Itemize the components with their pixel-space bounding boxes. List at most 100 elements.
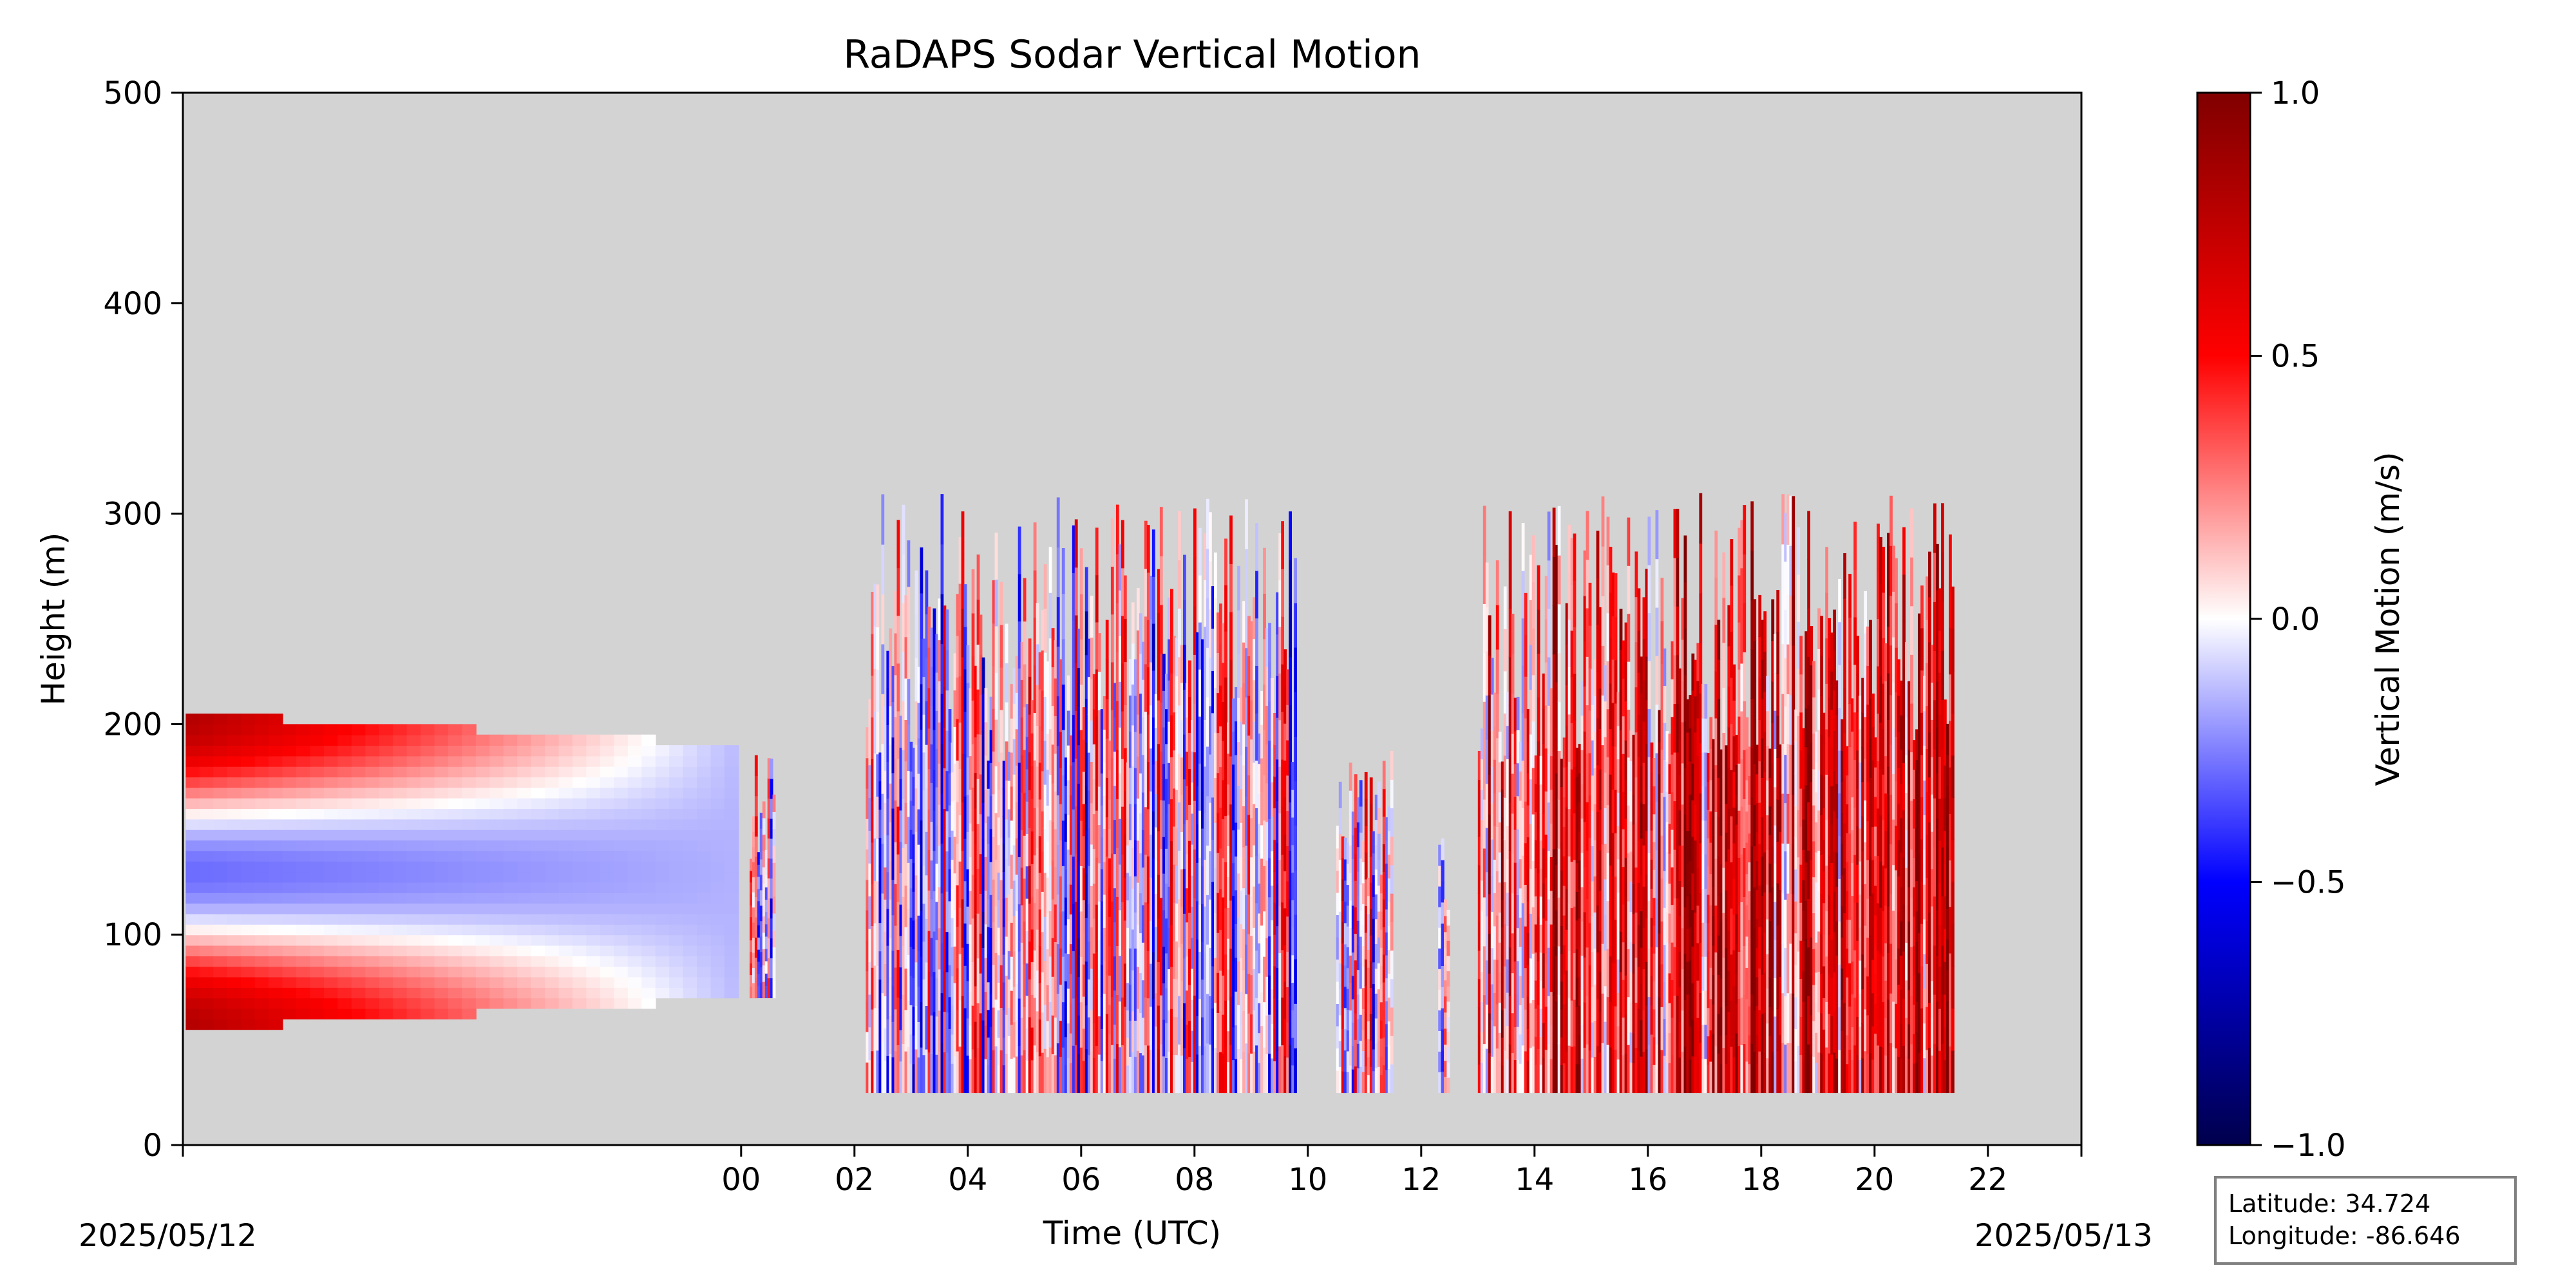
data-cell [1704,990,1708,1025]
data-cell [894,674,898,717]
data-cell [927,607,931,648]
data-cell [1604,878,1607,915]
data-cell [1341,1071,1345,1094]
data-cell [1010,922,1014,957]
data-cell [531,829,545,841]
data-cell [296,923,311,936]
data-cell [1671,980,1674,1018]
data-cell [1204,766,1207,813]
data-cell [462,871,477,883]
data-cell [1286,951,1289,987]
data-cell [1265,782,1269,822]
data-cell [1671,829,1674,867]
data-cell [1273,808,1276,840]
data-cell [1121,615,1124,664]
data-cell [655,840,670,851]
data-cell [1753,599,1757,641]
data-cell [448,903,463,914]
data-cell [1650,829,1654,860]
data-cell [1637,882,1641,925]
data-cell [1640,911,1643,948]
data-cell [899,998,903,1030]
data-cell [1005,897,1009,937]
data-cell [1273,902,1276,935]
data-cell [1038,835,1042,873]
data-cell [1503,586,1507,629]
data-cell [894,716,898,759]
data-cell [1023,921,1027,965]
data-cell [1547,1044,1551,1094]
data-cell [406,840,421,851]
data-cell [1354,1012,1358,1040]
data-cell [1441,902,1444,924]
data-cell [1090,1009,1094,1052]
data-cell [697,871,712,883]
data-cell [1606,661,1610,710]
data-cell [1356,822,1360,848]
data-cell [1082,996,1086,1029]
data-cell [1139,773,1142,814]
data-cell [1567,619,1571,667]
data-cell [227,745,242,757]
data-cell [1771,599,1775,641]
data-cell [1154,1059,1158,1094]
data-cell [994,1045,998,1094]
data-cell [1609,956,1613,1002]
data-cell [1364,959,1368,987]
data-cell [558,892,573,904]
data-cell [1012,986,1016,1023]
data-cell [1382,871,1386,900]
data-cell [1632,913,1636,944]
data-cell [1604,736,1607,773]
data-cell [254,734,269,746]
data-cell [1681,680,1685,723]
data-cell [953,726,957,764]
data-cell [1046,769,1050,806]
data-cell [1570,630,1574,677]
data-cell [1041,1052,1045,1094]
data-cell [655,882,670,893]
data-cell [1570,723,1574,770]
data-cell [475,745,491,757]
data-cell [1043,784,1047,829]
data-cell [517,871,532,883]
data-cell [1064,896,1068,925]
data-cell [1168,804,1171,846]
data-cell [894,967,898,1010]
data-cell [1110,805,1114,854]
data-cell [1658,1060,1662,1094]
data-cell [227,871,242,883]
data-cell [772,879,776,897]
data-cell [886,981,890,1019]
data-cell [185,998,200,1009]
data-cell [1183,779,1186,824]
data-cell [1601,596,1605,646]
data-cell [1534,783,1538,813]
data-cell [1097,671,1101,710]
data-cell [1653,758,1656,787]
data-cell [1580,921,1584,956]
data-cell [489,766,504,778]
data-cell [1139,1012,1142,1054]
data-cell [1273,839,1276,872]
data-cell [310,734,325,746]
data-cell [1159,555,1163,605]
data-cell [884,867,887,900]
data-cell [1673,703,1677,753]
data-cell [351,734,366,746]
data-cell [1229,755,1233,805]
data-cell [1281,997,1284,1046]
data-cell [1188,948,1191,985]
data-cell [365,777,380,788]
data-cell [448,850,463,862]
data-cell [323,840,339,851]
data-cell [1498,822,1502,853]
data-cell [1653,1065,1656,1094]
data-cell [1219,929,1222,971]
data-cell [1725,861,1728,891]
data-cell [475,966,491,978]
data-cell [1444,947,1448,965]
data-cell [984,991,988,1026]
data-cell [1188,984,1191,1021]
data-cell [1361,1071,1365,1094]
